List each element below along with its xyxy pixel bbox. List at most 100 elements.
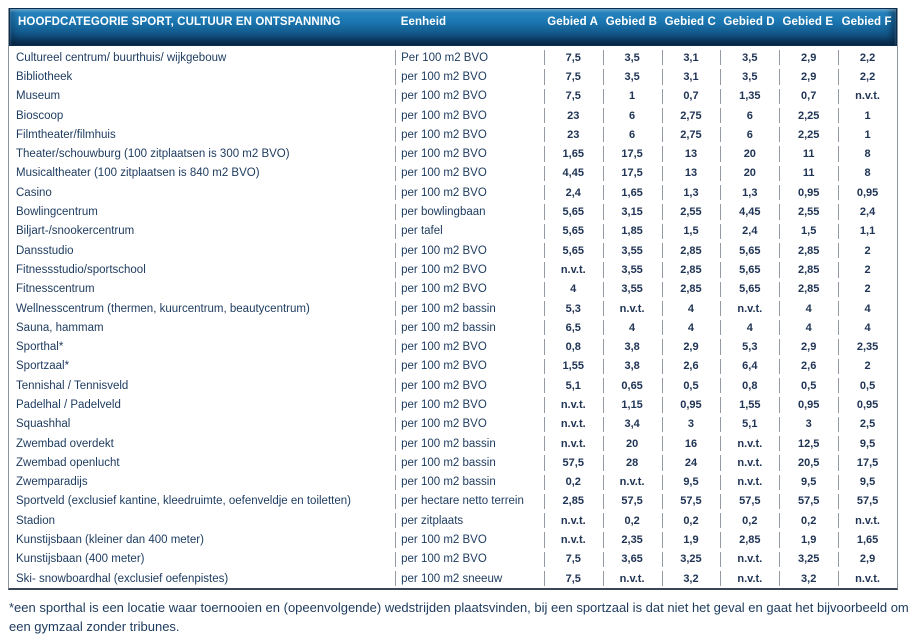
- value-cell: 3,2: [779, 569, 839, 589]
- value-cell: 2,75: [661, 125, 721, 145]
- value-cell: n.v.t.: [543, 530, 603, 550]
- value-cell: 57,5: [602, 491, 662, 512]
- value-cell: 2,4: [838, 202, 897, 222]
- value-cell: 0,2: [661, 511, 721, 531]
- value-cell: 57,5: [838, 491, 897, 512]
- table-row: Sporthal* per 100 m2 BVO 0,8 3,8 2,9 5,3 2,9 2,…: [9, 337, 897, 357]
- value-cell: 2,75: [661, 105, 721, 126]
- unit-cell: per 100 m2 BVO: [395, 337, 544, 357]
- value-cell: 4,45: [720, 202, 780, 222]
- unit-cell: per zitplaats: [395, 511, 544, 531]
- unit-cell: per 100 m2 BVO: [395, 105, 544, 126]
- value-cell: 2,9: [838, 549, 897, 570]
- value-cell: 2,55: [661, 202, 721, 222]
- value-cell: 2,6: [661, 356, 721, 377]
- category-cell: Kunstijsbaan (400 meter): [16, 553, 145, 566]
- value-cell: 2,4: [720, 221, 780, 241]
- value-cell: 0,5: [838, 376, 897, 396]
- value-cell: 9,5: [838, 472, 897, 492]
- value-cell: 2,9: [779, 67, 839, 87]
- value-cell: n.v.t.: [543, 511, 603, 531]
- value-cell: 5,3: [720, 337, 780, 357]
- table-row: Theater/schouwburg (100 zitplaatsen is 3…: [9, 144, 897, 164]
- value-cell: 13: [661, 163, 721, 184]
- category-cell: Zwembad openlucht: [16, 456, 120, 469]
- value-cell: 11: [779, 144, 839, 164]
- value-cell: 0,2: [720, 511, 780, 531]
- category-cell: Musicaltheater (100 zitplaatsen is 840 m…: [16, 167, 260, 180]
- table-row: Musicaltheater (100 zitplaatsen is 840 m…: [9, 163, 897, 184]
- value-cell: 20: [720, 163, 780, 184]
- category-cell: Bioscoop: [16, 109, 64, 122]
- value-cell: 1,3: [661, 183, 721, 203]
- value-cell: 2,85: [543, 491, 603, 512]
- unit-cell: per 100 m2 bassin: [395, 433, 544, 454]
- value-cell: 17,5: [838, 453, 897, 473]
- value-cell: 1,55: [543, 356, 603, 377]
- value-cell: 8: [838, 163, 897, 184]
- category-cell: Fitnesscentrum: [16, 283, 95, 296]
- category-cell: Sportzaal*: [16, 360, 70, 373]
- value-cell: 20: [720, 144, 780, 164]
- value-cell: n.v.t.: [602, 472, 662, 492]
- value-cell: 0,95: [661, 395, 721, 415]
- value-cell: 3,5: [602, 67, 662, 87]
- value-cell: 8: [838, 144, 897, 164]
- value-cell: 1,1: [838, 221, 897, 241]
- value-cell: 5,65: [543, 240, 603, 261]
- category-cell: Fitnessstudio/sportschool: [16, 263, 146, 276]
- table-header-row: HOOFDCATEGORIE SPORT, CULTUUR EN ONTSPAN…: [9, 8, 897, 46]
- table-row: Sportveld (exclusief kantine, kleedruimt…: [9, 491, 897, 512]
- table-row: Biljart-/snookercentrum per tafel 5,65 1,85…: [9, 221, 897, 241]
- category-cell: Bowlingcentrum: [16, 206, 98, 219]
- value-cell: 3,8: [602, 337, 662, 357]
- value-cell: 2,35: [602, 530, 662, 550]
- value-cell: 6: [602, 125, 662, 145]
- value-cell: 2: [838, 356, 897, 377]
- value-cell: 20,5: [779, 453, 839, 473]
- value-cell: 1: [838, 125, 897, 145]
- unit-cell: per 100 m2 BVO: [395, 414, 544, 434]
- category-cell: Tennishal / Tennisveld: [16, 379, 129, 392]
- value-cell: n.v.t.: [720, 472, 780, 492]
- value-cell: 2: [838, 260, 897, 280]
- value-cell: 1: [602, 86, 662, 106]
- value-cell: 2,2: [838, 48, 897, 68]
- value-cell: 9,5: [838, 433, 897, 454]
- value-cell: 2,4: [543, 183, 603, 203]
- table-row: Kunstijsbaan (400 meter) per 100 m2 BVO 7,…: [9, 549, 897, 570]
- value-cell: 0,2: [779, 511, 839, 531]
- parking-norms-table: HOOFDCATEGORIE SPORT, CULTUUR EN ONTSPAN…: [8, 8, 898, 591]
- unit-cell: per 100 m2 BVO: [395, 125, 544, 145]
- value-cell: 3,15: [602, 202, 662, 222]
- value-cell: 23: [543, 105, 603, 126]
- value-cell: 2,85: [661, 260, 721, 280]
- value-cell: 3,55: [602, 240, 662, 261]
- value-cell: 13: [661, 144, 721, 164]
- value-cell: 0,2: [602, 511, 662, 531]
- unit-cell: per 100 m2 BVO: [395, 395, 544, 415]
- value-cell: n.v.t.: [720, 298, 780, 319]
- value-cell: 0,8: [720, 376, 780, 396]
- header-area-d: Gebied D: [723, 16, 775, 28]
- value-cell: 2,85: [720, 530, 780, 550]
- unit-cell: per 100 m2 BVO: [395, 530, 544, 550]
- value-cell: 1,5: [661, 221, 721, 241]
- value-cell: n.v.t.: [602, 298, 662, 319]
- table-row: Cultureel centrum/ buurthuis/ wijkgebouw…: [9, 48, 897, 68]
- value-cell: 4: [543, 279, 603, 299]
- table-row: Zwembad openlucht per 100 m2 bassin 57,5 28…: [9, 453, 897, 473]
- value-cell: 4: [838, 318, 897, 338]
- unit-cell: per 100 m2 bassin: [395, 472, 544, 492]
- unit-cell: per 100 m2 BVO: [395, 163, 544, 184]
- value-cell: 1,9: [779, 530, 839, 550]
- value-cell: 3: [661, 414, 721, 434]
- value-cell: 17,5: [602, 163, 662, 184]
- category-cell: Sporthal*: [16, 341, 64, 354]
- value-cell: 5,3: [543, 298, 603, 319]
- value-cell: n.v.t.: [838, 511, 897, 531]
- value-cell: n.v.t.: [602, 569, 662, 589]
- unit-cell: per 100 m2 bassin: [395, 298, 544, 319]
- value-cell: 0,95: [779, 183, 839, 203]
- table-row: Tennishal / Tennisveld per 100 m2 BVO 5,1 0…: [9, 376, 897, 396]
